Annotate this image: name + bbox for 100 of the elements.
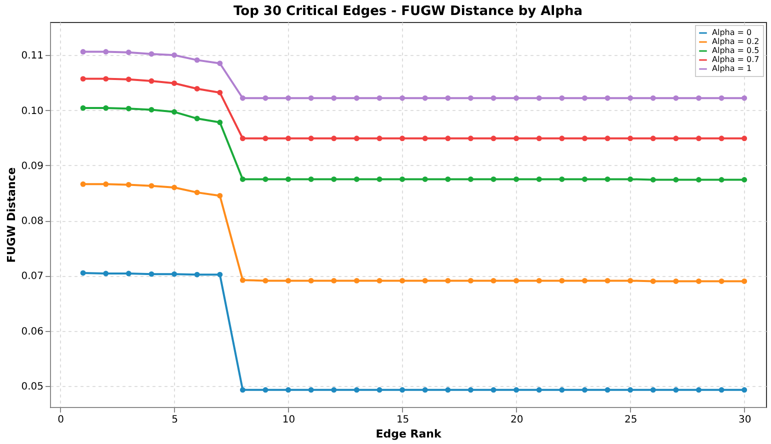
point bbox=[240, 136, 246, 142]
point bbox=[262, 176, 268, 182]
point bbox=[536, 176, 542, 182]
legend-label: Alpha = 0.2 bbox=[712, 37, 760, 46]
point bbox=[172, 184, 178, 190]
point bbox=[148, 183, 154, 189]
point bbox=[422, 278, 428, 284]
point bbox=[376, 95, 382, 101]
point bbox=[650, 95, 656, 101]
point bbox=[604, 136, 610, 142]
point bbox=[582, 136, 588, 142]
point bbox=[354, 136, 360, 142]
point bbox=[126, 182, 132, 188]
point bbox=[490, 278, 496, 284]
point bbox=[376, 278, 382, 284]
point bbox=[468, 387, 474, 393]
x-tick-label: 0 bbox=[58, 414, 64, 426]
point bbox=[148, 106, 154, 112]
point bbox=[514, 176, 520, 182]
point bbox=[536, 278, 542, 284]
point bbox=[80, 76, 86, 82]
point bbox=[331, 278, 337, 284]
point bbox=[308, 278, 314, 284]
point bbox=[400, 278, 406, 284]
point bbox=[514, 95, 520, 101]
point bbox=[331, 176, 337, 182]
point bbox=[559, 136, 565, 142]
point bbox=[650, 387, 656, 393]
point bbox=[673, 278, 679, 284]
point bbox=[148, 51, 154, 57]
point bbox=[103, 181, 109, 187]
point bbox=[308, 176, 314, 182]
point bbox=[514, 278, 520, 284]
point bbox=[103, 49, 109, 55]
point bbox=[126, 270, 132, 276]
point bbox=[628, 136, 634, 142]
point bbox=[286, 176, 292, 182]
point bbox=[400, 387, 406, 393]
point bbox=[354, 387, 360, 393]
point bbox=[742, 387, 748, 393]
point bbox=[80, 105, 86, 111]
point bbox=[468, 136, 474, 142]
point bbox=[422, 95, 428, 101]
point bbox=[650, 136, 656, 142]
point bbox=[103, 105, 109, 111]
point bbox=[262, 278, 268, 284]
point bbox=[80, 49, 86, 55]
point bbox=[148, 78, 154, 84]
point bbox=[354, 278, 360, 284]
x-tick-label: 25 bbox=[624, 414, 638, 426]
point bbox=[718, 136, 724, 142]
point bbox=[604, 176, 610, 182]
y-tick-label: 0.11 bbox=[21, 50, 44, 62]
y-tick-label: 0.06 bbox=[21, 326, 44, 338]
point bbox=[582, 95, 588, 101]
point bbox=[126, 50, 132, 56]
point bbox=[582, 176, 588, 182]
y-tick-label: 0.07 bbox=[21, 271, 44, 282]
point bbox=[673, 95, 679, 101]
legend-label: Alpha = 0.5 bbox=[712, 46, 760, 55]
point bbox=[422, 176, 428, 182]
point bbox=[559, 95, 565, 101]
point bbox=[696, 177, 702, 182]
y-tick-label: 0.05 bbox=[21, 382, 44, 393]
point bbox=[628, 95, 634, 101]
point bbox=[286, 387, 292, 393]
point bbox=[240, 387, 246, 393]
point bbox=[536, 95, 542, 101]
point bbox=[308, 136, 314, 142]
point bbox=[673, 136, 679, 142]
x-tick-label: 15 bbox=[396, 414, 410, 426]
point bbox=[400, 176, 406, 182]
point bbox=[514, 387, 520, 393]
point bbox=[286, 278, 292, 284]
point bbox=[604, 95, 610, 101]
point bbox=[696, 136, 702, 142]
point bbox=[628, 387, 634, 393]
point bbox=[604, 387, 610, 393]
point bbox=[376, 136, 382, 142]
chart-title: Top 30 Critical Edges - FUGW Distance by Alpha bbox=[234, 4, 582, 19]
point bbox=[217, 90, 223, 96]
point bbox=[559, 387, 565, 393]
point bbox=[696, 387, 702, 393]
point bbox=[194, 272, 200, 278]
point bbox=[422, 387, 428, 393]
point bbox=[172, 271, 178, 277]
point bbox=[673, 387, 679, 393]
point bbox=[148, 271, 154, 277]
point bbox=[604, 278, 610, 284]
point bbox=[262, 387, 268, 393]
point bbox=[445, 176, 451, 182]
point bbox=[172, 52, 178, 58]
point bbox=[582, 387, 588, 393]
x-tick-label: 10 bbox=[282, 414, 296, 426]
point bbox=[582, 278, 588, 284]
point bbox=[103, 270, 109, 276]
point bbox=[376, 387, 382, 393]
x-tick-label: 30 bbox=[738, 414, 752, 426]
point bbox=[514, 136, 520, 142]
point bbox=[240, 277, 246, 283]
